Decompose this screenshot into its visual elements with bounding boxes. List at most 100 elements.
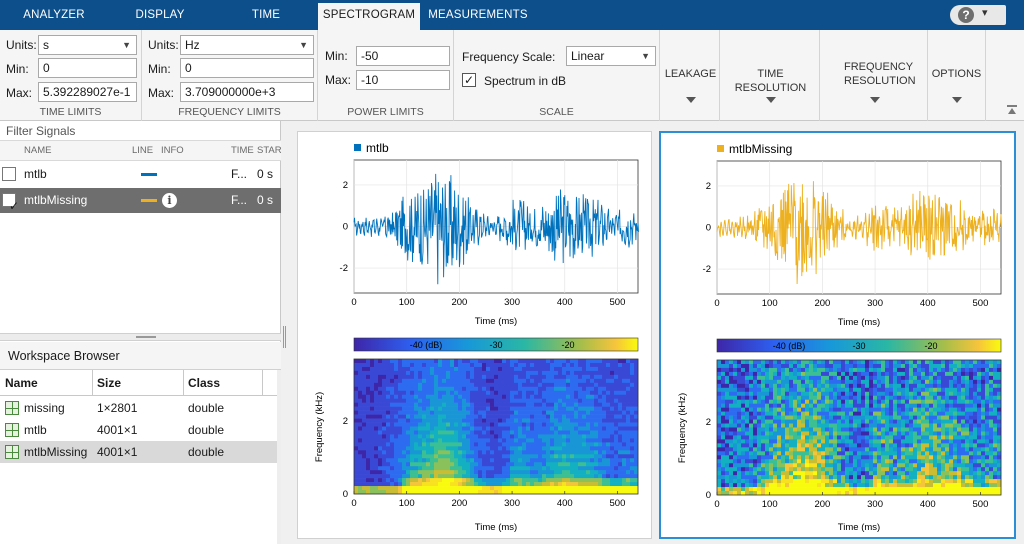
tab-analyzer[interactable]: ANALYZER <box>23 9 85 21</box>
time-max-label: Max: <box>6 86 33 100</box>
variable-icon <box>5 445 19 459</box>
signal-checkbox[interactable] <box>2 167 16 181</box>
col-time[interactable]: TIME <box>231 145 254 156</box>
grip-icon <box>283 326 286 348</box>
x-tick-label: 0 <box>714 298 719 309</box>
plot-panel-mtlbmissing[interactable]: mtlbMissing 0 100 200 300 400 500 2 0 -2 Time (m… <box>659 131 1016 539</box>
collapse-toolstrip-icon[interactable] <box>1006 104 1018 116</box>
spectrum-db-checkbox[interactable]: ✓ <box>462 73 476 87</box>
col-info[interactable]: INFO <box>161 145 184 156</box>
y-tick-label: -2 <box>340 263 348 274</box>
signal-row-mtlbmissing[interactable]: ✓ mtlbMissing i F... 0 s <box>0 188 281 213</box>
frequency-resolution-button[interactable]: FREQUENCY RESOLUTION <box>822 30 928 121</box>
signal-name: mtlbMissing <box>24 193 88 207</box>
x-tick-label: 200 <box>814 499 830 510</box>
x-tick-label: 200 <box>451 498 467 509</box>
var-class: double <box>188 423 225 437</box>
workspace-row-mtlb[interactable]: mtlb 4001×1 double <box>0 419 277 441</box>
freq-max-field[interactable]: 3.709000000e+3 <box>180 82 314 102</box>
y-tick-label: 0 <box>706 223 711 234</box>
freq-units-dropdown[interactable]: Hz ▼ <box>180 35 314 55</box>
freq-units-value: Hz <box>185 38 200 52</box>
colorbar-label: -30 <box>852 341 865 351</box>
workspace-browser-title: Workspace Browser <box>0 342 281 370</box>
frequency-resolution-label: FREQUENCY RESOLUTION <box>844 61 916 87</box>
x-tick-label: 100 <box>399 498 415 509</box>
time-units-dropdown[interactable]: s ▼ <box>38 35 137 55</box>
line-swatch[interactable] <box>141 173 157 176</box>
dropdown-arrow-icon <box>765 97 776 103</box>
freq-max-label: Max: <box>148 86 175 100</box>
var-size: 4001×1 <box>97 423 138 437</box>
spectrogram-ticks: 0 100 200 300 400 500 2 0 <box>343 416 626 509</box>
scale-section: Frequency Scale: Linear ▼ ✓ Spectrum in … <box>454 30 660 121</box>
panel-splitter[interactable] <box>0 333 281 341</box>
power-max-field[interactable]: -10 <box>356 70 450 90</box>
tab-spectrogram[interactable]: SPECTROGRAM <box>318 3 420 30</box>
tab-measurements[interactable]: MEASUREMENTS <box>428 9 528 21</box>
line-swatch[interactable] <box>141 199 157 202</box>
workspace-row-missing[interactable]: missing 1×2801 double <box>0 397 277 419</box>
col-name[interactable]: NAME <box>24 145 52 156</box>
dropdown-arrow-icon <box>869 97 880 103</box>
var-size: 1×2801 <box>97 401 138 415</box>
tab-time[interactable]: TIME <box>251 9 281 21</box>
signal-name: mtlb <box>24 167 47 181</box>
x-tick-label: 500 <box>610 498 626 509</box>
frequency-scale-dropdown[interactable]: Linear ▼ <box>566 46 656 66</box>
options-button[interactable]: OPTIONS <box>928 30 986 121</box>
col-line[interactable]: LINE <box>132 145 154 156</box>
colorbar-label: -40 (dB) <box>410 340 443 350</box>
signal-time: F... <box>231 167 248 181</box>
filter-signals-input[interactable]: Filter Signals <box>0 121 281 141</box>
freq-min-label: Min: <box>148 62 171 76</box>
tab-bar: ANALYZER DISPLAY TIME SPECTROGRAM MEASUR… <box>0 0 1024 30</box>
display-area: mtlb 0 100 200 300 400 500 2 0 -2 Time (ms) -40 … <box>289 121 1024 544</box>
var-name: missing <box>24 401 65 415</box>
check-icon: ✓ <box>463 73 475 87</box>
colorbar: -40 (dB) -30 -20 <box>716 338 1002 353</box>
spectrogram-ylabel: Frequency (kHz) <box>677 393 688 463</box>
col-size[interactable]: Size <box>97 376 122 390</box>
y-tick-label: 0 <box>706 490 711 501</box>
x-tick-label: 300 <box>504 498 520 509</box>
x-tick-label: 400 <box>557 297 573 308</box>
signal-start: 0 s <box>257 193 274 207</box>
col-class[interactable]: Class <box>188 376 221 390</box>
x-tick-label: 0 <box>714 499 719 510</box>
x-tick-label: 200 <box>814 298 830 309</box>
spectrogram-ylabel: Frequency (kHz) <box>314 392 325 462</box>
help-button[interactable]: ? ▾ <box>950 5 1006 25</box>
info-icon[interactable]: i <box>162 193 177 208</box>
workspace-scrollbar[interactable] <box>277 370 281 544</box>
spectrogram-xlabel: Time (ms) <box>838 522 880 533</box>
plot-panel-mtlb[interactable]: mtlb 0 100 200 300 400 500 2 0 -2 Time (ms) -40 … <box>297 131 652 539</box>
time-min-field[interactable]: 0 <box>38 58 137 78</box>
y-tick-label: 2 <box>706 181 711 192</box>
time-max-field[interactable]: 5.392289027e-1 <box>38 82 137 102</box>
col-start[interactable]: STAR <box>257 145 282 156</box>
check-icon: ✓ <box>9 199 20 213</box>
toolstrip: Units: s ▼ Min: 0 Max: 5.392289027e-1 TI… <box>0 30 1024 121</box>
time-resolution-button[interactable]: TIME RESOLUTION <box>722 30 820 121</box>
y-tick-label: 2 <box>706 417 711 428</box>
spectrogram-axes <box>716 359 1002 496</box>
tab-display[interactable]: DISPLAY <box>135 9 185 21</box>
signal-row-mtlb[interactable]: mtlb F... 0 s <box>0 162 281 187</box>
leakage-button[interactable]: LEAKAGE <box>662 30 720 121</box>
workspace-row-mtlbmissing[interactable]: mtlbMissing 4001×1 double <box>0 441 277 463</box>
x-tick-label: 0 <box>351 297 356 308</box>
col-name[interactable]: Name <box>5 376 38 390</box>
freq-min-field[interactable]: 0 <box>180 58 314 78</box>
x-tick-label: 100 <box>762 298 778 309</box>
signal-checkbox[interactable]: ✓ <box>2 193 19 213</box>
power-min-field[interactable]: -50 <box>356 46 450 66</box>
x-tick-label: 100 <box>399 297 415 308</box>
x-tick-label: 500 <box>973 298 989 309</box>
time-ticks: 0 100 200 300 400 500 2 0 -2 <box>703 181 989 309</box>
signal-panel: Filter Signals NAME LINE INFO TIME STAR … <box>0 121 282 544</box>
colorbar-label: -30 <box>489 340 502 350</box>
spectrogram-image <box>354 359 639 495</box>
x-tick-label: 500 <box>973 499 989 510</box>
